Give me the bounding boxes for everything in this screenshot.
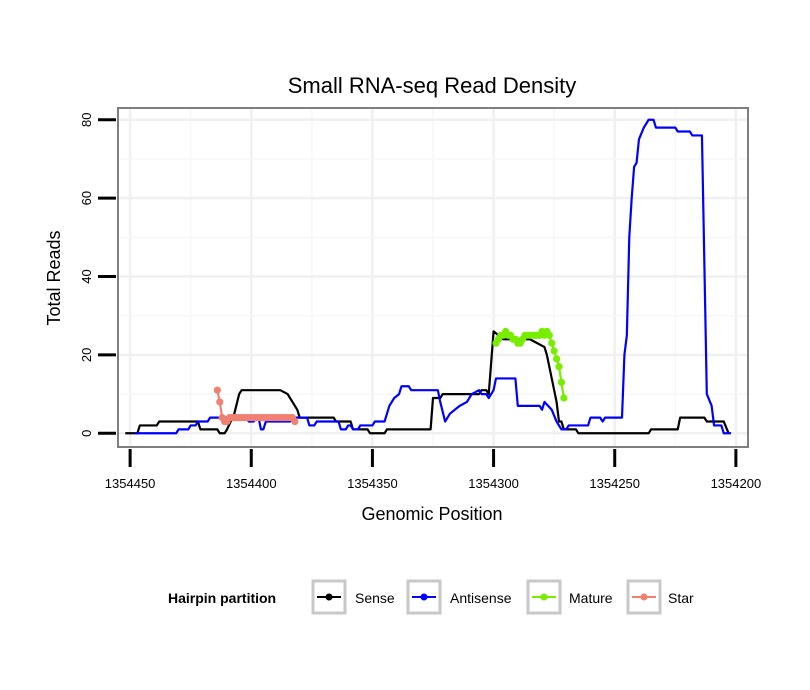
x-axis: 1354450 1354400 1354350 1354300 1354250 13542… [105, 449, 761, 491]
mature-point [548, 339, 556, 347]
mature-point [552, 355, 561, 363]
x-tick-label: 1354400 [226, 476, 277, 491]
legend-label-antisense: Antisense [450, 590, 512, 606]
legend-label-star: Star [668, 590, 694, 606]
mature-point [560, 394, 568, 402]
legend-label-sense: Sense [355, 590, 395, 606]
grid-lines [118, 108, 748, 447]
y-tick-label: 80 [79, 113, 94, 127]
antisense-series-line [134, 118, 732, 435]
x-axis-label: Genomic Position [361, 504, 502, 524]
plot-panel [117, 107, 749, 448]
y-tick-label: 20 [79, 348, 94, 362]
x-tick-label: 1354450 [105, 476, 156, 491]
y-axis-label: Total Reads [44, 230, 64, 325]
star-point [291, 417, 299, 426]
legend-item-sense: Sense [311, 579, 395, 615]
y-axis: 0 20 40 60 80 [79, 113, 116, 437]
x-tick-label: 1354300 [468, 476, 519, 491]
mature-point [545, 331, 553, 339]
star-point [213, 386, 221, 394]
legend-key-dot-star [640, 593, 648, 601]
x-tick-label: 1354350 [347, 476, 398, 491]
legend-key-dot-mature [540, 593, 548, 601]
y-tick-label: 60 [79, 191, 94, 205]
legend-item-mature: Mature [526, 579, 613, 615]
mature-point [555, 363, 563, 371]
legend-item-star: Star [626, 579, 694, 615]
legend-label-mature: Mature [569, 590, 613, 606]
y-tick-label: 0 [79, 430, 94, 437]
mature-point [550, 347, 558, 355]
legend-key-dot-antisense [420, 593, 428, 601]
star-point [216, 398, 224, 406]
legend: Hairpin partition Sense Antisense Mature St… [168, 579, 694, 615]
x-tick-label: 1354250 [589, 476, 640, 491]
x-tick-label: 1354200 [711, 476, 762, 491]
y-tick-label: 40 [79, 269, 94, 283]
mature-point [557, 378, 566, 386]
chart-title: Small RNA-seq Read Density [288, 73, 577, 98]
legend-title: Hairpin partition [168, 590, 276, 606]
legend-item-antisense: Antisense [406, 579, 512, 615]
legend-key-dot-sense [325, 593, 333, 601]
sense-series-line [125, 330, 730, 435]
series-points [213, 327, 568, 426]
